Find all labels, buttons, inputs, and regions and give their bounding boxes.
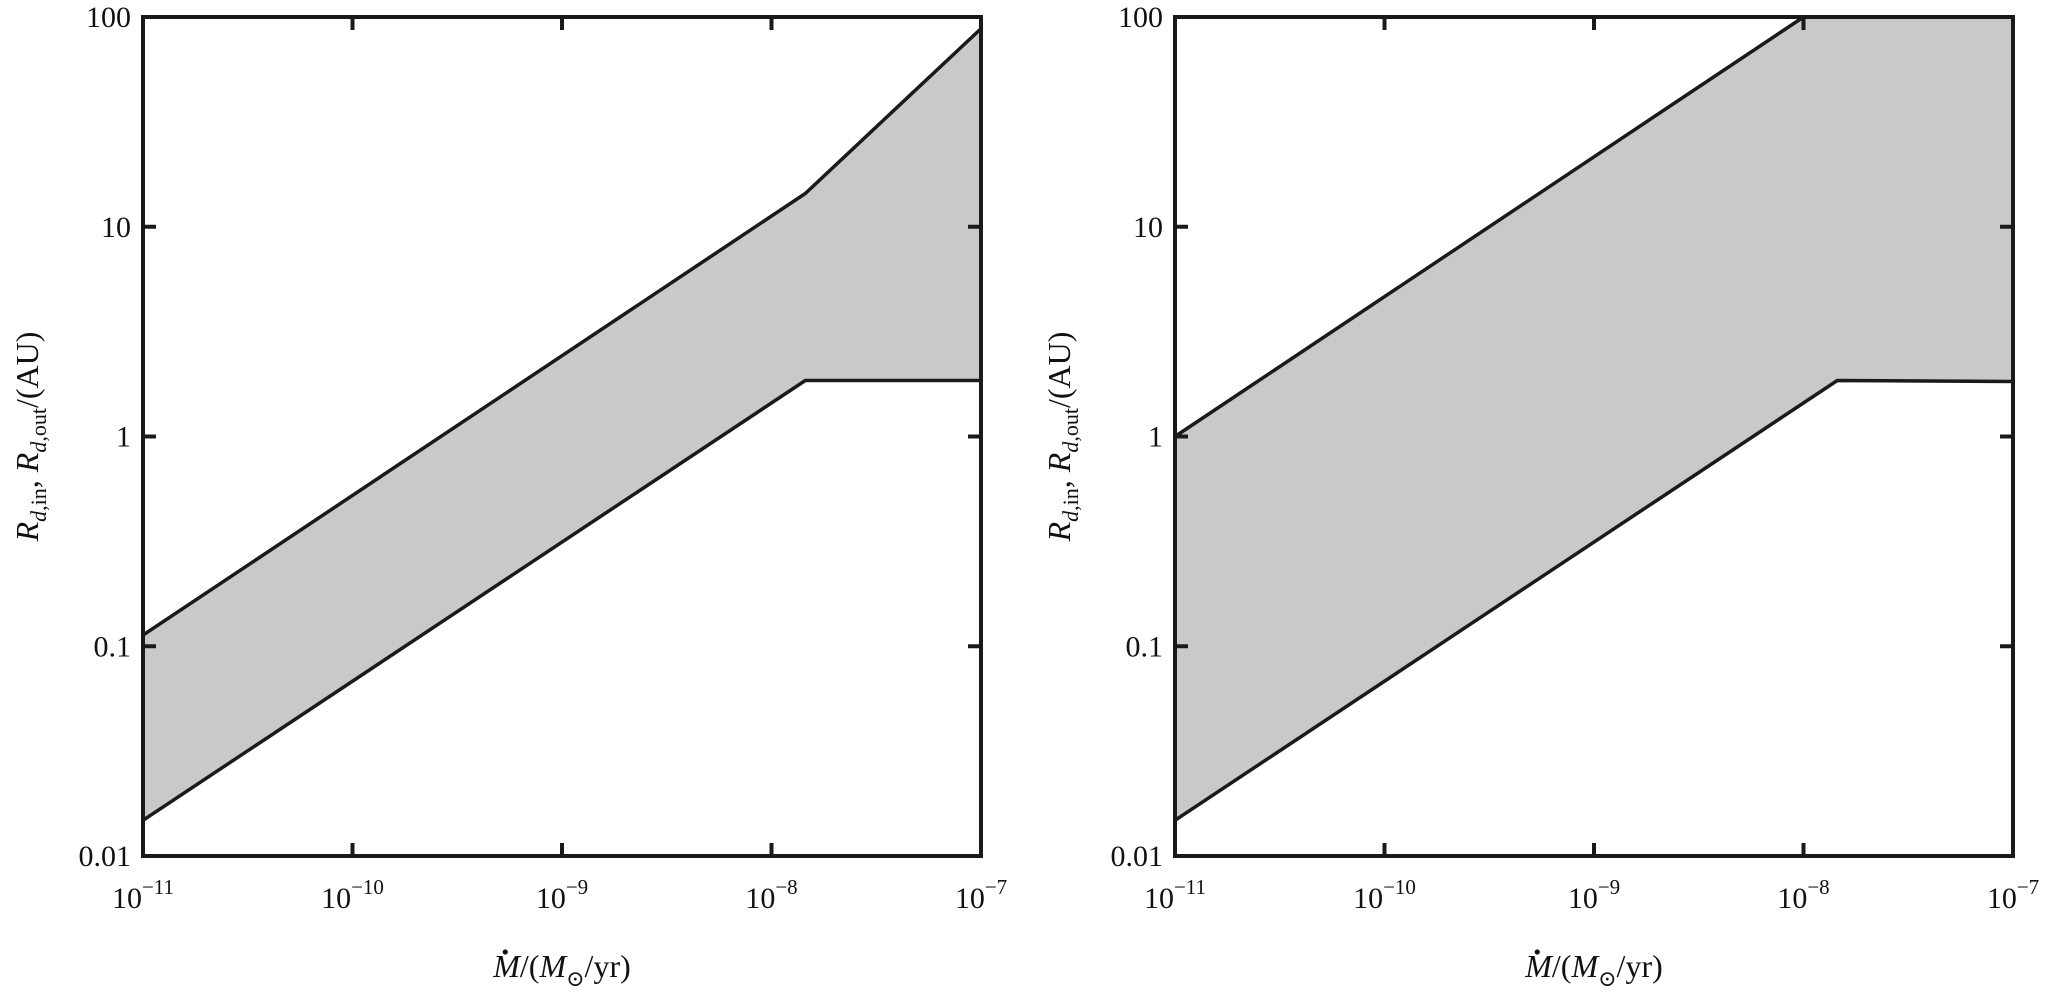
- y-tick-label: 0.01: [79, 840, 132, 873]
- y-axis-label: Rd,in, Rd,out/(AU): [1041, 332, 1083, 543]
- y-tick-label: 0.1: [94, 630, 132, 663]
- chart-panel-1: 10−11 10−10 10−9 10−8 10−7 0.01 0.1 1 10 100 M/(M⊙…: [9, 1, 1007, 991]
- x-tick-label: 10−9: [1568, 875, 1620, 915]
- mdot-dot: [1534, 949, 1540, 955]
- x-tick-label: 10−11: [1144, 875, 1206, 915]
- x-axis-label: M/(M⊙/yr): [492, 948, 631, 991]
- y-tick-label: 100: [1118, 1, 1163, 34]
- x-tick-label: 10−7: [955, 875, 1007, 915]
- y-tick-label: 1: [1148, 421, 1163, 454]
- shaded-region: [143, 28, 981, 821]
- x-tick-label: 10−10: [1353, 875, 1416, 915]
- x-tick-label: 10−10: [321, 875, 384, 915]
- y-axis-label: Rd,in, Rd,out/(AU): [9, 332, 51, 543]
- y-tick-label: 100: [86, 1, 131, 34]
- y-tick-label: 10: [1133, 211, 1163, 244]
- x-tick-label: 10−9: [536, 875, 588, 915]
- chart-panel-2: 10−11 10−10 10−9 10−8 10−7 0.01 0.1 1 10 100 M/(M⊙…: [1041, 1, 2039, 991]
- x-tick-label: 10−8: [1777, 875, 1829, 915]
- mdot-dot: [502, 949, 508, 955]
- x-tick-label: 10−8: [745, 875, 797, 915]
- shaded-region: [1175, 17, 2013, 821]
- x-axis-label: M/(M⊙/yr): [1524, 948, 1663, 991]
- inner-radius-line: [142, 378, 981, 822]
- x-tick-label: 10−7: [1987, 875, 2039, 915]
- x-tick-label: 10−11: [112, 875, 174, 915]
- y-tick-label: 0.1: [1126, 630, 1164, 663]
- outer-radius-line: [142, 27, 983, 637]
- y-tick-label: 1: [116, 421, 131, 454]
- y-tick-label: 10: [101, 211, 131, 244]
- y-tick-label: 0.01: [1111, 840, 1164, 873]
- inner-radius-line: [1174, 378, 2014, 822]
